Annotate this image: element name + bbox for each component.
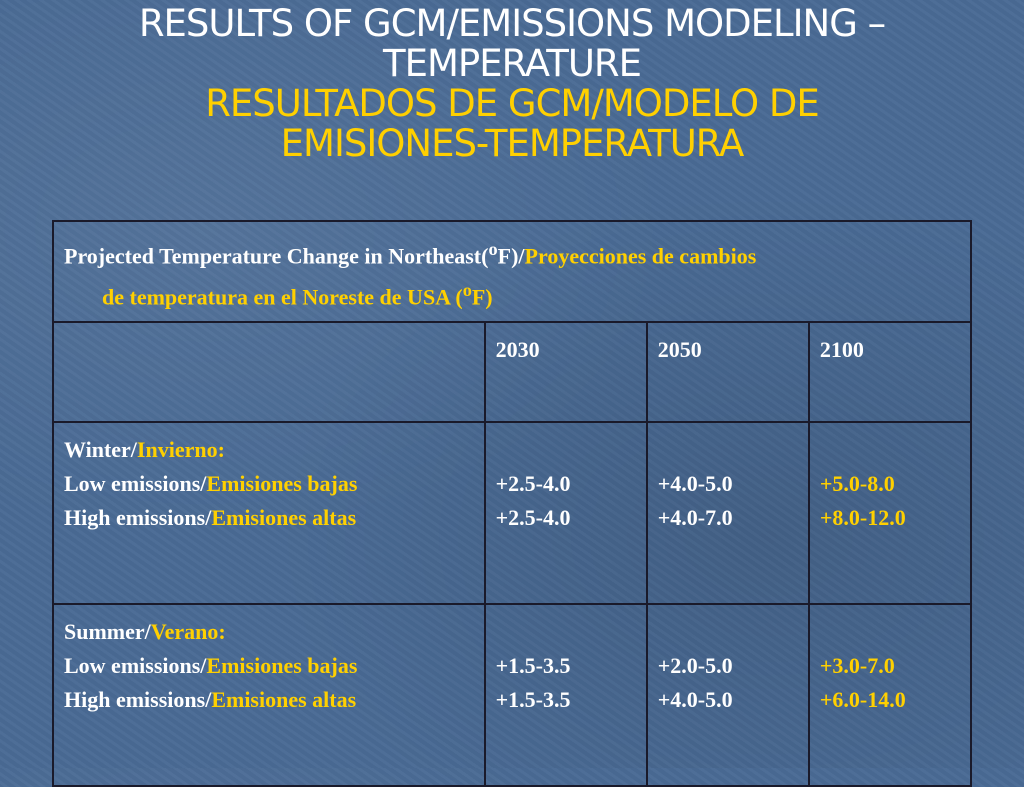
high-emissions-spanish: Emisiones altas: [211, 504, 357, 530]
header-line-1: Projected Temperature Change in Northeas…: [64, 232, 960, 273]
season-english: Summer/: [64, 618, 151, 644]
high-emissions-english: High emissions/: [64, 686, 212, 712]
value-low: +3.0-7.0: [819, 652, 895, 678]
header-english-end: F)/: [497, 243, 525, 269]
low-emissions-english: Low emissions/: [64, 470, 207, 496]
header-english: Projected Temperature Change in Northeas…: [64, 243, 489, 269]
cell-winter-2100: +5.0-8.0 +8.0-12.0: [807, 420, 973, 605]
table-row-winter: Winter/Invierno: Low emissions/Emisiones…: [52, 420, 973, 605]
title-english-line-1: RESULTS OF GCM/EMISSIONS MODELING –: [138, 2, 886, 45]
value-low: +2.0-5.0: [657, 652, 733, 678]
season-spanish: Invierno:: [136, 436, 225, 462]
degree-sup-es: o: [462, 280, 472, 301]
low-emissions-english: Low emissions/: [64, 652, 207, 678]
high-emissions-spanish: Emisiones altas: [211, 686, 357, 712]
cell-summer-2050: +2.0-5.0 +4.0-5.0: [645, 602, 810, 787]
degree-sup: o: [488, 239, 498, 259]
value-high: +8.0-12.0: [819, 504, 906, 530]
years-row: 2030 2050 2100: [52, 320, 973, 423]
row-label-summer: Summer/Verano: Low emissions/Emisiones b…: [52, 602, 486, 787]
header-spanish-b: de temperatura en el Noreste de USA (: [102, 284, 463, 310]
value-high: +4.0-7.0: [657, 504, 733, 530]
header-spanish-a: Proyecciones de cambios: [524, 243, 757, 269]
title-spanish-line-1: RESULTADOS DE GCM/MODELO DE: [205, 82, 820, 125]
value-high: +4.0-5.0: [657, 686, 733, 712]
season-english: Winter/: [64, 436, 137, 462]
value-low: +1.5-3.5: [495, 652, 571, 678]
season-spanish: Verano:: [150, 618, 226, 644]
cell-winter-2030: +2.5-4.0 +2.5-4.0: [483, 420, 648, 605]
cell-winter-2050: +4.0-5.0 +4.0-7.0: [645, 420, 810, 605]
value-low: +2.5-4.0: [495, 470, 571, 496]
row-label-winter: Winter/Invierno: Low emissions/Emisiones…: [52, 420, 486, 605]
table-header-cell: Projected Temperature Change in Northeas…: [52, 220, 972, 323]
year-2030: 2030: [483, 320, 648, 423]
year-2100: 2100: [807, 320, 973, 423]
low-emissions-spanish: Emisiones bajas: [206, 470, 358, 496]
year-2050: 2050: [645, 320, 810, 423]
value-low: +4.0-5.0: [657, 470, 733, 496]
header-spanish-end: F): [471, 284, 493, 310]
header-line-2: de temperatura en el Noreste de USA (oF): [64, 273, 960, 314]
table-header-row: Projected Temperature Change in Northeas…: [52, 220, 972, 323]
temperature-table: Projected Temperature Change in Northeas…: [52, 220, 973, 787]
low-emissions-spanish: Emisiones bajas: [206, 652, 358, 678]
value-high: +2.5-4.0: [495, 504, 571, 530]
slide-title: RESULTS OF GCM/EMISSIONS MODELING – TEMP…: [0, 4, 1024, 164]
value-high: +1.5-3.5: [495, 686, 571, 712]
cell-summer-2100: +3.0-7.0 +6.0-14.0: [807, 602, 973, 787]
table-row-summer: Summer/Verano: Low emissions/Emisiones b…: [52, 602, 973, 787]
title-spanish-line-2: EMISIONES-TEMPERATURA: [280, 122, 745, 165]
value-high: +6.0-14.0: [819, 686, 906, 712]
value-low: +5.0-8.0: [819, 470, 895, 496]
title-english-line-2: TEMPERATURE: [382, 42, 642, 85]
cell-summer-2030: +1.5-3.5 +1.5-3.5: [483, 602, 648, 787]
empty-cell: [52, 320, 486, 423]
high-emissions-english: High emissions/: [64, 504, 212, 530]
